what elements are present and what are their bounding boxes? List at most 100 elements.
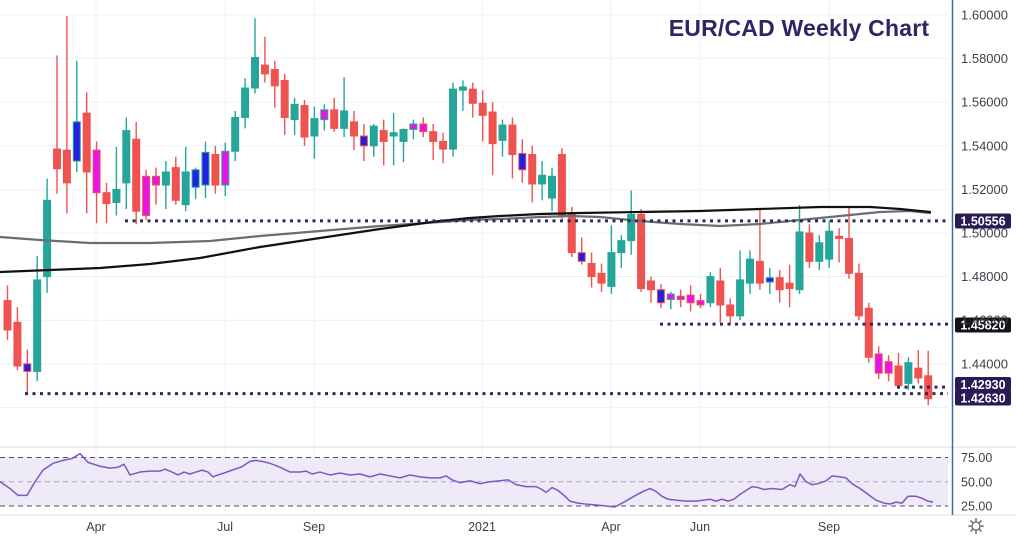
candle[interactable] <box>864 302 873 363</box>
candle[interactable] <box>746 250 754 295</box>
candle[interactable] <box>161 161 170 210</box>
candle[interactable] <box>310 106 319 159</box>
candle[interactable] <box>320 104 329 131</box>
candle[interactable] <box>904 357 913 390</box>
candle[interactable] <box>201 141 210 199</box>
candle[interactable] <box>280 73 289 135</box>
ma-slow-black[interactable] <box>0 205 932 274</box>
candle[interactable] <box>112 146 121 216</box>
candle[interactable] <box>300 100 309 146</box>
candle[interactable] <box>617 235 626 268</box>
candle[interactable] <box>874 346 883 380</box>
ma-fast-gray[interactable] <box>0 209 932 245</box>
candle[interactable] <box>805 224 814 268</box>
candle[interactable] <box>894 352 903 389</box>
candle[interactable] <box>627 190 636 255</box>
candle[interactable] <box>765 267 774 295</box>
candle[interactable] <box>270 60 279 108</box>
candle[interactable] <box>449 82 457 157</box>
candle[interactable] <box>102 182 111 224</box>
candle[interactable] <box>82 92 91 214</box>
candle[interactable] <box>736 250 745 321</box>
candle[interactable] <box>122 117 131 210</box>
candle[interactable] <box>557 147 566 219</box>
candle[interactable] <box>656 284 665 309</box>
candle[interactable] <box>92 141 101 224</box>
candle-body <box>845 237 853 274</box>
candle[interactable] <box>429 124 438 160</box>
candle[interactable] <box>53 55 61 194</box>
candle[interactable] <box>152 167 160 205</box>
candle[interactable] <box>142 169 151 220</box>
candle[interactable] <box>587 252 596 288</box>
candle[interactable] <box>379 119 388 166</box>
candle[interactable] <box>518 139 527 183</box>
gear-icon[interactable] <box>967 517 985 535</box>
price-axis[interactable]: 1.60000 1.58000 1.56000 1.54000 1.52000 1.500… <box>961 8 1008 514</box>
candle[interactable] <box>43 178 52 293</box>
candle[interactable] <box>181 146 190 212</box>
candle[interactable] <box>369 124 378 157</box>
time-axis[interactable]: Apr Jul Sep 2021 Apr Jun Sep <box>86 520 840 534</box>
candle[interactable] <box>439 132 448 164</box>
candle[interactable] <box>914 350 923 384</box>
candle[interactable] <box>528 145 537 203</box>
candle[interactable] <box>340 77 349 138</box>
candle[interactable] <box>508 117 517 179</box>
candle[interactable] <box>458 80 467 111</box>
candle[interactable] <box>419 117 428 138</box>
candle[interactable] <box>686 285 695 312</box>
candle[interactable] <box>211 145 220 194</box>
candle[interactable] <box>498 119 507 157</box>
candle[interactable] <box>171 156 180 205</box>
candle[interactable] <box>538 161 547 201</box>
candle[interactable] <box>251 18 259 94</box>
candle[interactable] <box>924 350 933 406</box>
candle[interactable] <box>845 207 853 279</box>
candle[interactable] <box>221 142 230 196</box>
candle[interactable] <box>33 255 42 382</box>
candle[interactable] <box>884 355 893 382</box>
candle[interactable] <box>478 90 487 142</box>
candle[interactable] <box>607 225 616 295</box>
candle[interactable] <box>666 291 675 310</box>
candle[interactable] <box>399 128 408 163</box>
candle[interactable] <box>488 102 497 176</box>
candle[interactable] <box>23 349 32 394</box>
candle[interactable] <box>815 235 824 271</box>
candle[interactable] <box>775 270 784 303</box>
candle[interactable] <box>3 285 12 340</box>
candle[interactable] <box>260 36 269 83</box>
candle[interactable] <box>676 289 685 308</box>
candle[interactable] <box>706 272 715 308</box>
candle[interactable] <box>290 97 299 135</box>
candle[interactable] <box>795 205 804 295</box>
candle[interactable] <box>785 264 794 308</box>
candle[interactable] <box>330 97 339 132</box>
candle[interactable] <box>409 119 418 140</box>
candle[interactable] <box>62 16 71 214</box>
candle[interactable] <box>468 82 477 118</box>
candle[interactable] <box>132 121 141 225</box>
candle[interactable] <box>72 60 81 172</box>
rsi-line[interactable] <box>0 452 934 508</box>
candle[interactable] <box>716 267 725 323</box>
candle[interactable] <box>825 220 834 268</box>
candle[interactable] <box>647 276 655 303</box>
candle[interactable] <box>231 110 240 162</box>
candle[interactable] <box>696 294 705 309</box>
candle[interactable] <box>854 263 863 321</box>
candle[interactable] <box>835 227 844 263</box>
candle[interactable] <box>548 167 556 212</box>
candle[interactable] <box>577 237 586 265</box>
candle[interactable] <box>597 263 606 292</box>
candle[interactable] <box>241 78 250 129</box>
candle[interactable] <box>191 167 200 200</box>
candle[interactable] <box>389 113 398 166</box>
candle[interactable] <box>350 110 358 151</box>
candle[interactable] <box>359 124 368 162</box>
candle[interactable] <box>637 209 646 292</box>
candle[interactable] <box>726 298 735 325</box>
candle[interactable] <box>13 307 22 371</box>
